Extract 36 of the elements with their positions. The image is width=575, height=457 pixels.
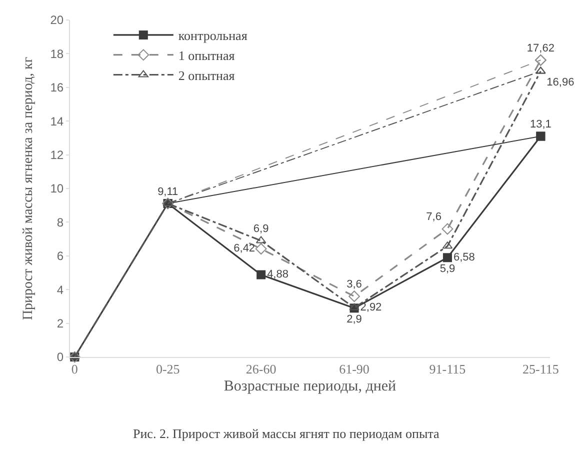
- y-tick-label: 12: [50, 148, 64, 162]
- y-tick-label: 4: [56, 282, 64, 297]
- data-label: 6,58: [453, 251, 475, 264]
- data-label: 16,96: [546, 76, 574, 88]
- y-tick-label: 10: [50, 182, 64, 196]
- legend-label: контрольная: [178, 28, 248, 44]
- y-tick-label: 14: [50, 114, 64, 128]
- y-tick-label: 2: [56, 316, 64, 330]
- data-label: 9,11: [158, 186, 178, 198]
- y-tick-label: 8: [56, 215, 64, 230]
- data-label: 3,6: [346, 278, 362, 291]
- x-tick-label: 25-115: [522, 362, 559, 377]
- y-tick-label: 18: [50, 46, 64, 61]
- y-tick-label: 16: [50, 80, 64, 95]
- data-label: 13,1: [530, 118, 552, 131]
- y-tick-label: 0: [56, 350, 64, 364]
- x-axis-title: Возрастные периоды, дней: [224, 378, 396, 395]
- data-label: 17,62: [526, 42, 554, 54]
- data-label: 6,9: [253, 222, 269, 235]
- x-tick-label: 0: [71, 362, 78, 377]
- legend-label: 1 опытная: [178, 48, 235, 63]
- y-tick-label: 6: [56, 249, 64, 264]
- data-label: 7,6: [426, 211, 442, 224]
- legend-label: 2 опытная: [178, 68, 235, 83]
- data-label: 5,9: [440, 262, 456, 275]
- text: Рис. 2. Прирост живой массы ягнят по периодам опыта: [133, 426, 440, 441]
- x-tick-label: 0-25: [156, 362, 180, 377]
- data-label: 4,88: [267, 268, 288, 281]
- data-label: 2,9: [346, 313, 362, 326]
- data-label: 2,92: [360, 302, 382, 314]
- x-tick-label: 61-90: [339, 362, 370, 377]
- x-tick-label: 91-115: [429, 362, 466, 377]
- data-label: 6,42: [234, 242, 256, 255]
- y-tick-label: 20: [50, 13, 64, 28]
- x-tick-label: 26-60: [246, 362, 276, 377]
- y-axis-title: Прирост живой массы ягненка за период, кг: [21, 56, 36, 320]
